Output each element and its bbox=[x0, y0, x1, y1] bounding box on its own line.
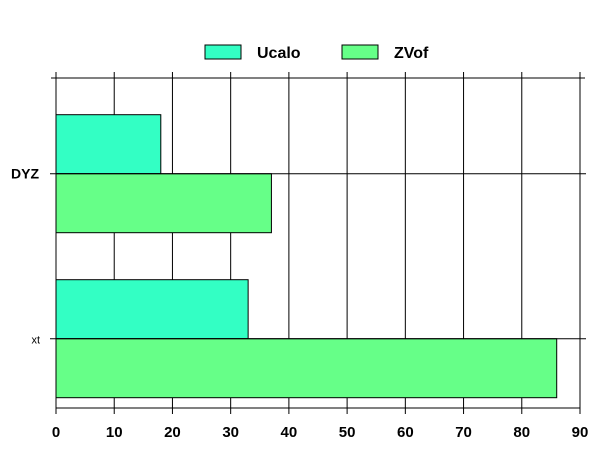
x-tick-label: 10 bbox=[106, 424, 123, 441]
y-category-label: DYZ bbox=[11, 166, 39, 182]
x-tick-label: 20 bbox=[164, 424, 181, 441]
x-tick-label: 60 bbox=[397, 424, 414, 441]
bar-zvof-dyz bbox=[55, 173, 272, 234]
x-tick-label: 0 bbox=[52, 424, 60, 441]
x-axis-ticks: 0 10 20 30 40 50 60 70 80 90 bbox=[52, 424, 589, 441]
x-tick-label: 70 bbox=[455, 424, 472, 441]
legend-swatch-zvof bbox=[341, 44, 379, 60]
bar-ucalo-xt bbox=[55, 279, 249, 340]
legend-label-zvof: ZVof bbox=[394, 45, 429, 62]
bars bbox=[55, 114, 558, 399]
bar-zvof-xt bbox=[55, 338, 558, 399]
legend-swatch-ucalo bbox=[204, 44, 242, 60]
axes bbox=[50, 72, 586, 414]
x-tick-label: 30 bbox=[222, 424, 239, 441]
x-tick-label: 40 bbox=[281, 424, 298, 441]
legend-label-ucalo: Ucalo bbox=[257, 45, 301, 62]
bar-ucalo-dyz bbox=[55, 114, 162, 175]
x-tick-label: 90 bbox=[572, 424, 589, 441]
y-category-label: xt bbox=[31, 335, 40, 347]
legend: Ucalo ZVof bbox=[204, 44, 429, 62]
y-axis-categories: DYZ xt bbox=[11, 166, 40, 347]
x-tick-label: 80 bbox=[513, 424, 530, 441]
x-tick-label: 50 bbox=[339, 424, 356, 441]
